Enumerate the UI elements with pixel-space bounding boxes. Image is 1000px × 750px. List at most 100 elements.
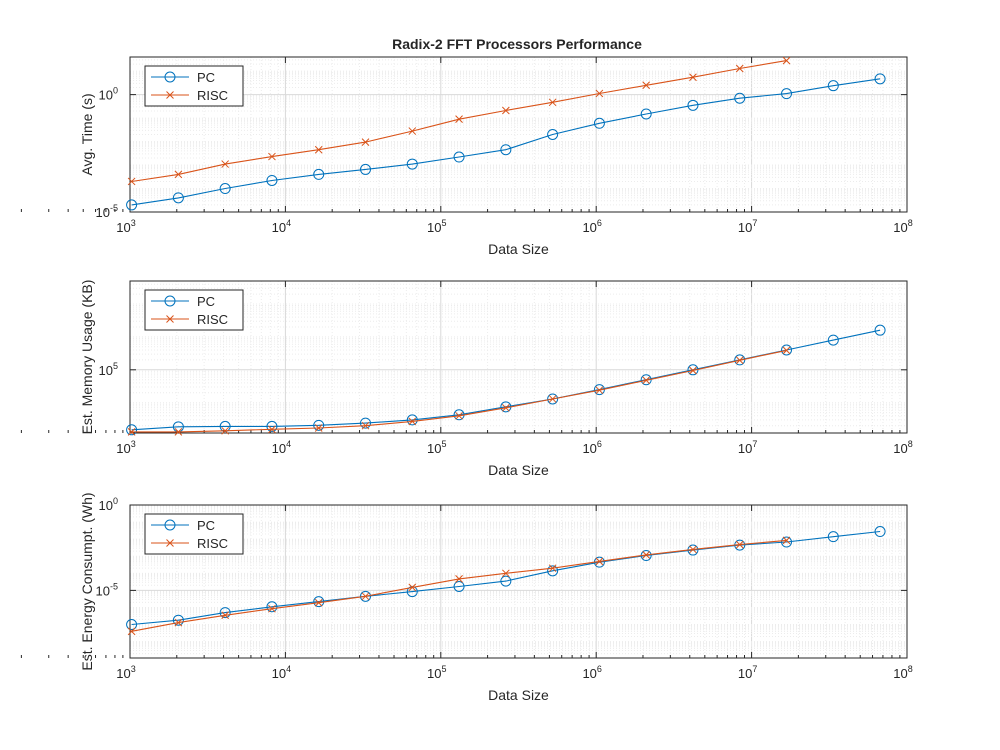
data-point xyxy=(266,420,278,432)
data-point xyxy=(455,411,463,420)
x-axis-label: Data Size xyxy=(488,687,549,703)
data-point xyxy=(642,376,651,385)
legend-item-risc: RISC xyxy=(151,312,228,327)
data-point xyxy=(361,592,370,601)
legend-label: RISC xyxy=(197,88,228,103)
data-point xyxy=(360,163,372,175)
data-point xyxy=(406,586,418,598)
marker-stroke xyxy=(548,395,557,403)
marker-stroke xyxy=(782,346,791,355)
series-pc xyxy=(126,73,886,211)
legend-label: RISC xyxy=(197,536,228,551)
legend-label: RISC xyxy=(197,312,228,327)
data-point xyxy=(127,177,136,186)
legend-label: PC xyxy=(197,294,215,309)
marker-stroke xyxy=(174,428,183,436)
x-axis-label: Data Size xyxy=(488,241,549,257)
data-point xyxy=(500,144,512,156)
data-point xyxy=(781,88,793,100)
data-point xyxy=(455,575,463,583)
marker-stroke xyxy=(501,403,510,412)
marker-stroke xyxy=(595,386,604,395)
legend-label: PC xyxy=(197,518,215,533)
marker-stroke xyxy=(314,145,323,154)
series-risc xyxy=(127,346,791,436)
data-point xyxy=(689,73,697,82)
legend-label: PC xyxy=(197,70,215,85)
marker-stroke xyxy=(268,425,276,434)
series-line xyxy=(131,530,881,626)
data-point xyxy=(782,536,791,545)
marker-stroke xyxy=(548,564,557,573)
data-point xyxy=(548,395,557,403)
data-point xyxy=(406,158,418,170)
marker-stroke xyxy=(689,545,697,554)
data-point xyxy=(642,81,651,90)
y-axis-label: Avg. Time (s) xyxy=(79,93,95,175)
marker-stroke xyxy=(221,611,230,620)
data-point xyxy=(126,199,138,211)
data-point xyxy=(501,403,510,412)
series-risc xyxy=(127,56,791,186)
series-line xyxy=(131,78,881,206)
marker-stroke xyxy=(174,618,183,627)
marker-stroke xyxy=(642,551,651,559)
marker-stroke xyxy=(735,540,744,549)
data-point xyxy=(595,557,604,566)
data-point xyxy=(548,98,557,107)
legend-marker xyxy=(166,315,174,323)
marker-stroke xyxy=(127,428,136,436)
data-point xyxy=(408,127,417,135)
marker-stroke xyxy=(689,73,697,82)
data-point xyxy=(219,183,231,195)
data-point xyxy=(360,590,372,602)
marker-stroke xyxy=(455,575,463,583)
marker-stroke xyxy=(501,106,510,115)
data-point xyxy=(735,64,744,73)
marker-stroke xyxy=(642,376,651,385)
series-risc xyxy=(127,536,791,636)
data-point xyxy=(455,115,463,124)
legend-item-pc: PC xyxy=(151,518,215,533)
marker-stroke xyxy=(361,592,370,601)
data-point xyxy=(781,536,793,548)
legend: PC RISC xyxy=(144,65,244,107)
marker-stroke xyxy=(408,417,417,426)
y-axis-label: Est. Memory Usage (KB) xyxy=(79,280,95,435)
data-point xyxy=(174,170,183,179)
data-point xyxy=(501,569,510,578)
data-point xyxy=(268,425,276,434)
marker-stroke xyxy=(735,64,744,73)
legend: PC RISC xyxy=(144,513,244,555)
legend-box xyxy=(144,65,244,107)
data-point xyxy=(689,366,697,375)
data-point xyxy=(827,531,839,543)
data-point xyxy=(360,417,372,429)
data-point xyxy=(314,598,323,607)
marker-stroke xyxy=(782,536,791,545)
data-point xyxy=(126,619,138,631)
y-axis-label: Est. Energy Consumpt. (Wh) xyxy=(79,492,95,670)
data-point xyxy=(266,601,278,613)
legend-marker xyxy=(166,539,174,547)
data-point xyxy=(547,393,559,405)
marker-stroke xyxy=(689,366,697,375)
axes-box xyxy=(129,280,908,434)
legend-marker xyxy=(164,295,176,307)
marker-stroke xyxy=(455,411,463,420)
data-point xyxy=(642,551,651,559)
data-point xyxy=(782,56,791,65)
marker-stroke xyxy=(361,138,370,146)
marker-stroke xyxy=(221,426,230,435)
data-point xyxy=(827,334,839,346)
data-point xyxy=(874,73,886,85)
marker-stroke xyxy=(221,160,230,168)
legend-marker xyxy=(164,71,176,83)
marker-stroke xyxy=(501,569,510,578)
legend-box xyxy=(144,289,244,331)
data-point xyxy=(687,99,699,111)
legend-marker xyxy=(166,91,174,99)
